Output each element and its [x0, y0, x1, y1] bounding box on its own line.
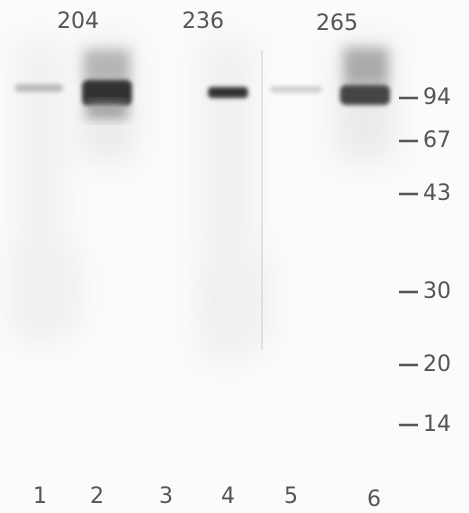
ladder-lane-6: [344, 48, 388, 86]
marker-label: 43: [423, 181, 451, 206]
lane-label: 2: [90, 484, 104, 509]
marker-label: 30: [423, 279, 451, 304]
marker-label: 94: [423, 85, 451, 110]
group-label: 265: [316, 11, 358, 36]
marker-label: 20: [423, 352, 451, 377]
band-lane-2: [82, 80, 132, 106]
ladder-lane-2: [84, 50, 130, 84]
smear-lane-2: [86, 104, 128, 118]
lane-label: 4: [221, 484, 235, 509]
band-lane-5: [270, 86, 322, 93]
band-lane-1: [15, 84, 63, 92]
group-label: 236: [182, 9, 224, 34]
lane-label: 5: [284, 484, 298, 509]
page: 204 236 265 94 67 43 30 20 14 1 2 3 4 5 …: [0, 0, 469, 513]
lane-label: 3: [159, 484, 173, 509]
gel-figure: 204 236 265 94 67 43 30 20 14 1 2 3 4 5 …: [0, 0, 469, 513]
marker-label: 67: [423, 128, 451, 153]
lane-label: 1: [33, 484, 47, 509]
band-lane-4: [208, 87, 248, 98]
marker-label: 14: [423, 412, 451, 437]
band-lane-6: [340, 85, 390, 105]
lane-label: 6: [367, 487, 381, 512]
group-label: 204: [57, 9, 99, 34]
